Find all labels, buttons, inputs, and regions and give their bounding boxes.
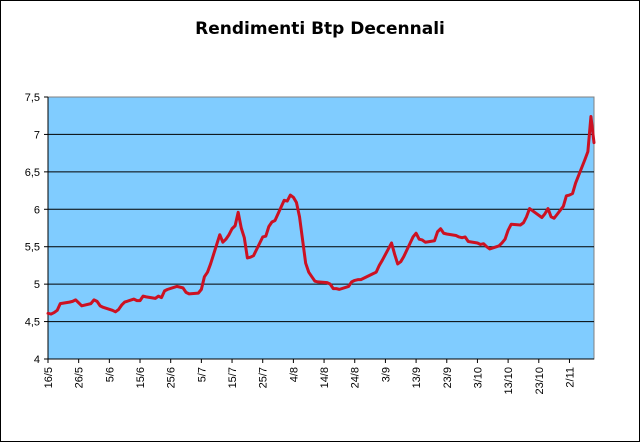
y-tick-label: 5,5 xyxy=(25,242,40,254)
grid-lines xyxy=(48,133,594,323)
series-layer xyxy=(46,114,596,316)
x-tick-label: 13/9 xyxy=(411,367,423,388)
chart-title: Rendimenti Btp Decennali xyxy=(195,19,445,39)
x-tick-label: 4/8 xyxy=(288,367,300,382)
x-tick-label: 15/7 xyxy=(227,367,239,388)
x-tick-label: 23/10 xyxy=(534,367,546,395)
x-tick-label: 25/7 xyxy=(258,367,270,388)
x-tick-label: 14/8 xyxy=(319,367,331,388)
series-line xyxy=(46,114,596,316)
x-tick-label: 13/10 xyxy=(503,367,515,395)
y-tick-label: 5 xyxy=(34,279,40,291)
y-tick-label: 7 xyxy=(34,129,40,141)
y-tick-label: 6,5 xyxy=(25,167,40,179)
x-tick-label: 25/6 xyxy=(166,367,178,388)
x-axis: 16/5 26/5 5/6 15/6 25/6 5/7 15/7 25/7 4/8 14/8 24/… xyxy=(43,358,594,395)
x-tick-label: 3/10 xyxy=(472,367,484,388)
x-tick-label: 3/9 xyxy=(380,367,392,382)
y-axis: 4 4,5 5 5,5 6 6,5 7 7,5 xyxy=(25,92,49,366)
x-tick-label: 16/5 xyxy=(43,367,55,388)
x-tick-label: 5/7 xyxy=(196,367,208,382)
y-tick-label: 7,5 xyxy=(25,92,40,104)
x-tick-label: 15/6 xyxy=(135,367,147,388)
x-tick-label: 26/5 xyxy=(74,367,86,388)
y-tick-label: 4 xyxy=(34,354,40,366)
x-tick-label: 5/6 xyxy=(104,367,116,382)
y-tick-label: 6 xyxy=(34,204,40,216)
x-tick-label: 24/8 xyxy=(350,367,362,388)
y-tick-label: 4,5 xyxy=(25,317,40,329)
x-tick-label: 23/9 xyxy=(442,367,454,388)
plot-area xyxy=(47,96,595,360)
x-tick-label: 2/11 xyxy=(564,367,576,388)
